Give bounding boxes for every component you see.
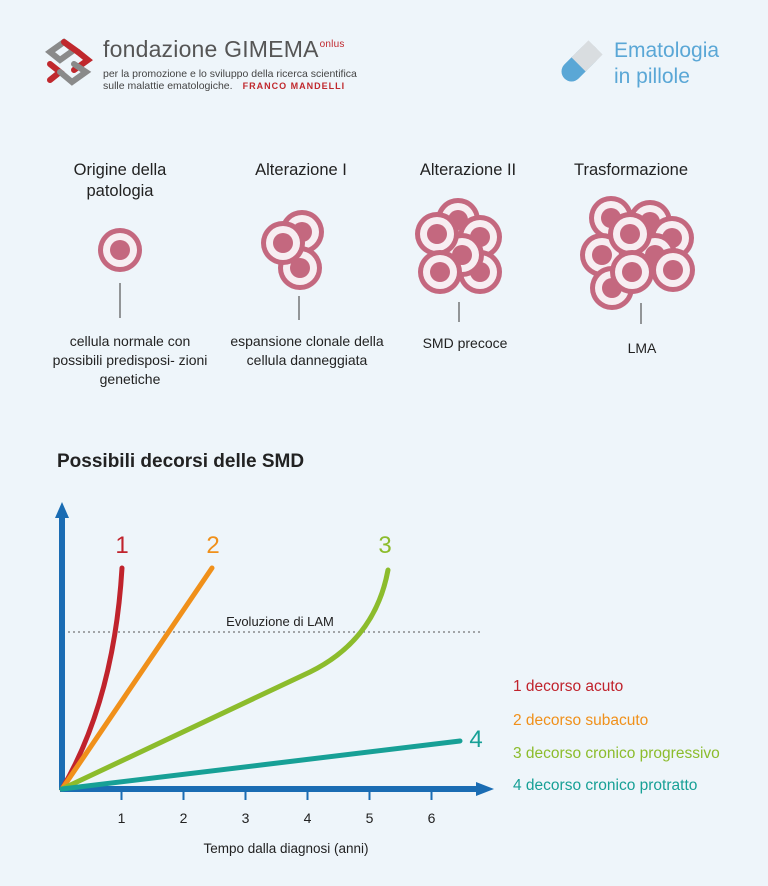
- x-tick-label: 5: [366, 810, 374, 826]
- x-tick-label: 2: [180, 810, 188, 826]
- series-4-label: 4: [469, 726, 482, 753]
- series-2-label: 2: [206, 532, 219, 559]
- series-title-line-1: Ematologia: [614, 39, 720, 62]
- stage-3-desc: SMD precoce: [422, 335, 508, 351]
- series-title-line-2: in pillole: [614, 65, 690, 88]
- founder-name: FRANCO MANDELLI: [242, 81, 346, 91]
- series-3-label: 3: [378, 532, 391, 559]
- stage-4-desc: LMA: [627, 340, 657, 356]
- legend-item-3: 3 decorso cronico progressivo: [513, 745, 720, 762]
- cell-icon: [610, 250, 654, 294]
- x-tick-label: 3: [242, 810, 250, 826]
- cell-icon: [608, 212, 652, 256]
- cell-icon: [651, 248, 695, 292]
- stage-1-title: Origine della patologia: [73, 161, 167, 200]
- series-1-label: 1: [115, 532, 128, 559]
- cell-icon: [261, 221, 305, 265]
- x-axis-arrow: [476, 782, 494, 796]
- brand-suffix: onlus: [319, 39, 345, 50]
- pill-icon: [561, 40, 603, 82]
- legend-item-4: 4 decorso cronico protratto: [513, 777, 698, 794]
- cell-normal-icon: [98, 228, 142, 272]
- series-2-line: [59, 565, 215, 792]
- tagline-line-2: sulle malattie ematologiche. FRANCO MANDE…: [103, 80, 346, 92]
- brand-name: fondazione GIMEMAonlus: [103, 36, 345, 62]
- x-tick-label: 1: [118, 810, 126, 826]
- cell-icon: [418, 250, 462, 294]
- x-tick-label: 4: [304, 810, 312, 826]
- stage-4-title: Trasformazione: [573, 161, 688, 179]
- chart-title: Possibili decorsi delle SMD: [57, 451, 305, 472]
- y-axis-arrow: [55, 502, 69, 518]
- series-4-line: [59, 738, 463, 792]
- cell-icon: [415, 212, 459, 256]
- series-1-line: [59, 565, 125, 792]
- stage-2-desc: espansione clonale della cellula dannegg…: [230, 333, 384, 368]
- stages-illustration: [98, 196, 695, 324]
- lam-threshold-label: Evoluzione di LAM: [226, 614, 334, 629]
- x-tick-label: 6: [428, 810, 436, 826]
- stage-2-title: Alterazione I: [255, 161, 347, 179]
- stage-3-title: Alterazione II: [419, 161, 517, 179]
- series-title: Ematologia in pillole: [614, 38, 719, 90]
- series-3-line: [59, 567, 391, 792]
- gimema-logo-mark: [45, 38, 93, 86]
- legend-item-1: 1 decorso acuto: [513, 678, 624, 695]
- tagline-line-1: per la promozione e lo sviluppo della ri…: [103, 68, 357, 80]
- legend-item-2: 2 decorso subacuto: [513, 712, 649, 729]
- progression-chart: Evoluzione di LAM 1 2 3 4 5 6 Tempo dalla dia…: [55, 502, 494, 856]
- brand-block: fondazione GIMEMAonlus per la promozione…: [103, 36, 357, 92]
- stage-1-desc: cellula normale con possibili predisposi…: [52, 333, 208, 387]
- x-axis-label: Tempo dalla diagnosi (anni): [203, 841, 368, 856]
